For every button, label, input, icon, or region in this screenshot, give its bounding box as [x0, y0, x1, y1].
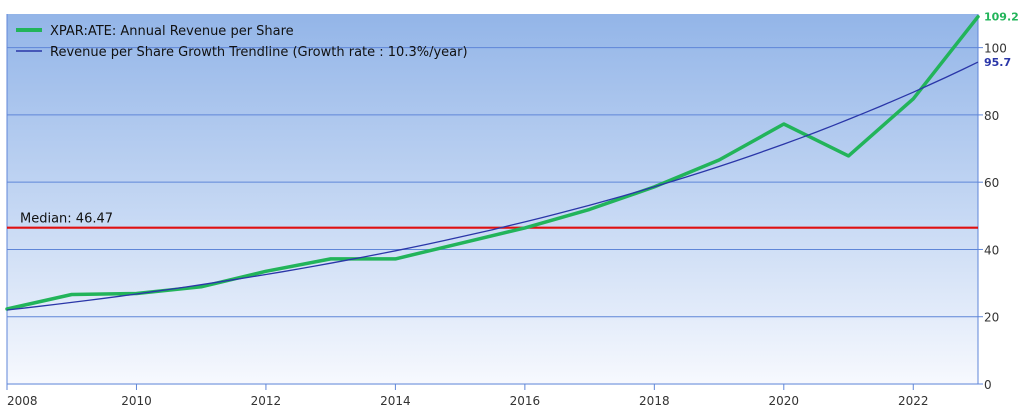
- y-tick-label: 0: [984, 378, 992, 392]
- revenue-per-share-line: [5, 14, 980, 311]
- median-label: Median: 46.47: [20, 212, 113, 227]
- y-tick-label: 20: [984, 311, 999, 325]
- x-tick-label: 2012: [251, 394, 282, 408]
- legend-label-trendline: Revenue per Share Growth Trendline (Grow…: [50, 45, 468, 60]
- x-tick-label: 2010: [121, 394, 152, 408]
- trendline-end-label: 95.7: [984, 56, 1011, 69]
- x-tick-label: 2016: [510, 394, 541, 408]
- growth-trendline: [6, 61, 979, 311]
- legend-label-revenue: XPAR:ATE: Annual Revenue per Share: [50, 24, 294, 39]
- x-tick-label: 2018: [639, 394, 670, 408]
- legend: XPAR:ATE: Annual Revenue per Share Reven…: [16, 24, 468, 60]
- series-group: [5, 14, 980, 311]
- end-labels: 109.2 95.7: [984, 11, 1019, 69]
- y-tick-label: 100: [984, 42, 1007, 56]
- y-tick-label: 40: [984, 243, 999, 257]
- x-tick-label: 2014: [380, 394, 411, 408]
- median-group: Median: 46.47: [7, 212, 978, 229]
- y-tick-label: 60: [984, 176, 999, 190]
- x-tick-label: 2008: [7, 394, 38, 408]
- axes: 0 20 40 60 80 100 2008 2010 2012 2014 2016 2018 2020…: [6, 14, 1007, 408]
- grid: [7, 47, 978, 318]
- plot-background: [7, 14, 978, 385]
- x-tick-label: 2022: [898, 394, 929, 408]
- revenue-end-label: 109.2: [984, 11, 1019, 24]
- y-tick-label: 80: [984, 109, 999, 123]
- x-tick-label: 2020: [769, 394, 800, 408]
